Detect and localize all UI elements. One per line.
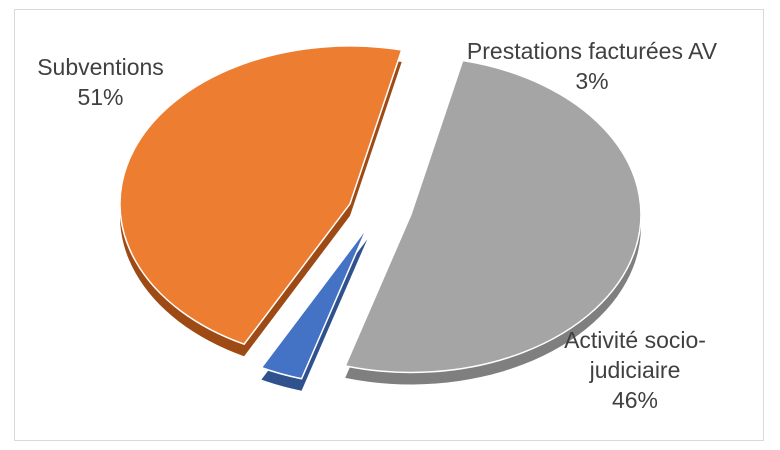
pie-slice-1 [260, 226, 368, 380]
pie-slices [119, 45, 642, 380]
data-label-activite-name-line2: judiciaire [589, 357, 681, 383]
data-label-prestations-percent: 3% [575, 68, 609, 94]
data-label-subventions-name: Subventions [37, 54, 164, 80]
data-label-prestations: Prestations facturées AV 3% [432, 36, 752, 96]
data-label-activite-name-line1: Activité socio- [564, 327, 706, 353]
data-label-activite-percent: 46% [611, 387, 659, 413]
data-label-subventions: Subventions 51% [18, 52, 183, 112]
data-label-activite: Activité socio- judiciaire 46% [535, 325, 735, 415]
data-label-prestations-name: Prestations facturées AV [466, 38, 718, 64]
data-label-subventions-percent: 51% [77, 84, 124, 110]
pie-slice-0 [344, 59, 642, 374]
pie-slice-2 [119, 45, 403, 346]
